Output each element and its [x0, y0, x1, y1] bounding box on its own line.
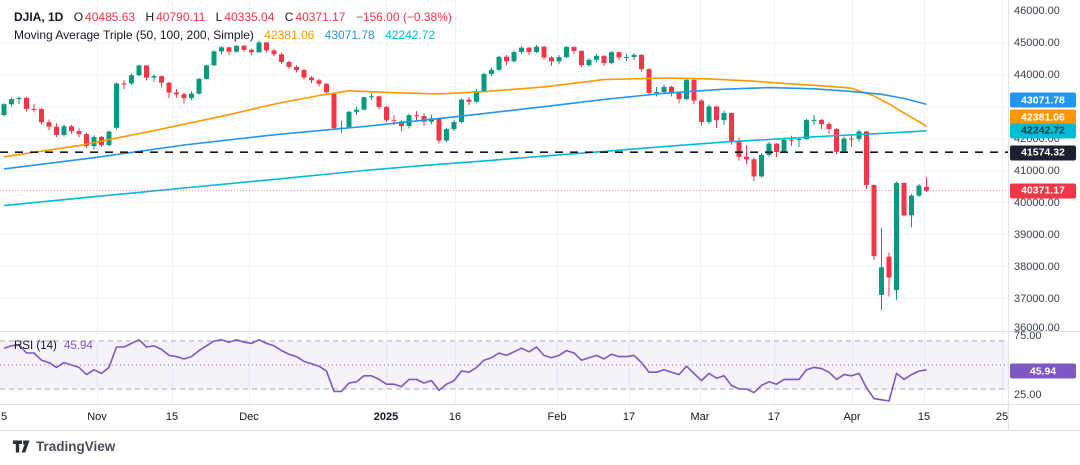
- ma100-price-badge: 43071.78: [1010, 92, 1076, 108]
- change-value: −156.00 (−0.38%): [355, 10, 452, 24]
- symbol-title: DJIA, 1D: [14, 10, 64, 24]
- indicator-header-row: Moving Average Triple (50, 100, 200, Sim…: [14, 28, 437, 42]
- time-axis-label: Dec: [239, 411, 259, 423]
- ma-indicator-label: Moving Average Triple (50, 100, 200, Sim…: [14, 28, 254, 42]
- symbol-header-row: DJIA, 1D O 40485.63 H 40790.11 L 40335.04 C…: [14, 10, 454, 24]
- low-value: 40335.04: [224, 10, 275, 24]
- time-axis-label: 5: [0, 411, 8, 423]
- price-axis-label: 40000.00: [1014, 197, 1060, 209]
- time-axis-label: Nov: [87, 411, 107, 423]
- ma100-value: 43071.78: [324, 28, 375, 42]
- level-price-badge: 41574.32: [1010, 145, 1076, 160]
- candles-layer: [1, 40, 929, 311]
- time-axis-label: Mar: [690, 411, 710, 423]
- time-axis-label: 2025: [373, 411, 399, 423]
- price-axis-label: 45000.00: [1014, 37, 1060, 49]
- time-axis-label: 17: [622, 411, 636, 423]
- open-label: O: [73, 10, 84, 24]
- time-axis-label: 25: [995, 411, 1009, 423]
- time-axis-label: 16: [448, 411, 462, 423]
- footer-bar: TradingView: [0, 432, 1080, 465]
- ma200-price-badge: 42242.72: [1010, 123, 1076, 138]
- rsi-name: RSI: [14, 340, 34, 352]
- time-axis-label: 15: [917, 411, 931, 423]
- rsi-value-badge: 45.94: [1010, 363, 1076, 379]
- tradingview-logo-text: TradingView: [36, 439, 116, 454]
- tradingview-logo[interactable]: TradingView: [13, 439, 115, 454]
- rsi-line: [3, 339, 927, 402]
- close-value: 40371.17: [295, 10, 346, 24]
- price-axis-label: 75.00: [1014, 330, 1042, 342]
- price-axis-label: 44000.00: [1014, 69, 1060, 81]
- price-axis-label: 41000.00: [1014, 165, 1060, 177]
- time-axis-label: 15: [165, 411, 179, 423]
- chart-canvas[interactable]: [0, 0, 1080, 432]
- price-axis-label: 36000.00: [1014, 322, 1060, 334]
- time-axis-label: Apr: [843, 411, 861, 423]
- high-label: H: [145, 10, 155, 24]
- rsi-indicator-label: RSI (14) 45.94: [14, 340, 93, 352]
- time-axis-label: Feb: [547, 411, 567, 423]
- last-price-badge: 40371.17: [1010, 183, 1076, 198]
- ma200-line: [3, 130, 927, 207]
- price-axis-label: 46000.00: [1014, 5, 1060, 17]
- tradingview-logo-icon: [13, 440, 30, 453]
- ma100-line: [3, 86, 927, 170]
- ma50-line: [3, 77, 927, 158]
- price-axis-label: 39000.00: [1014, 229, 1060, 241]
- ma50-value: 42381.06: [264, 28, 315, 42]
- price-axis-label: 25.00: [1014, 389, 1042, 401]
- ma200-value: 42242.72: [385, 28, 436, 42]
- price-axis[interactable]: 46000.00 45000.00 44000.00 42000.00 41000.00…: [1008, 0, 1080, 430]
- price-axis-label: 38000.00: [1014, 261, 1060, 273]
- high-value: 40790.11: [156, 10, 206, 24]
- rsi-current-value: 45.94: [64, 340, 93, 352]
- time-axis[interactable]: 5 Nov 15 Dec 2025 16 Feb 17 Mar 17 Apr 15 25: [0, 404, 1080, 430]
- rsi-params: (14): [36, 340, 57, 352]
- time-axis-label: 17: [767, 411, 781, 423]
- ma50-price-badge: 42381.06: [1010, 109, 1076, 125]
- close-label: C: [284, 10, 294, 24]
- open-value: 40485.63: [85, 10, 136, 24]
- low-label: L: [215, 10, 223, 24]
- price-axis-label: 37000.00: [1014, 293, 1060, 305]
